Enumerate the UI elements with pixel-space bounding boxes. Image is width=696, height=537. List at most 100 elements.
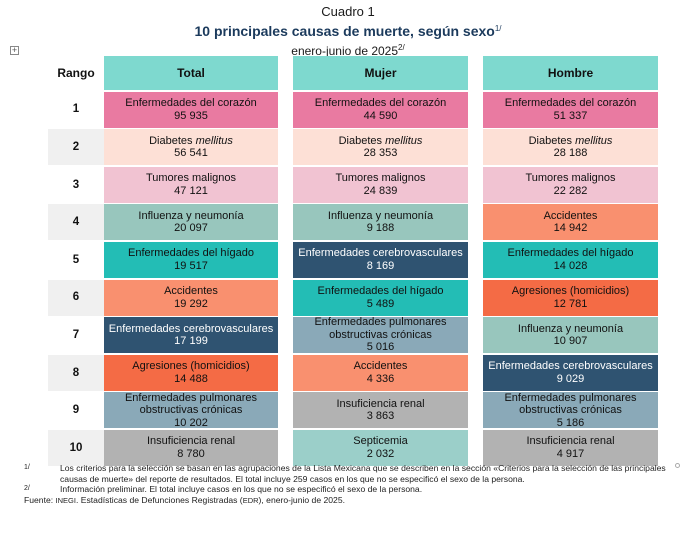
rank-cell: 8	[48, 354, 104, 391]
cause-value: 47 121	[174, 184, 208, 197]
hombre-header: Hombre	[483, 56, 658, 90]
hombre-cause-cell: Accidentes 14 942	[483, 204, 658, 241]
hombre-cause-cell: Insuficiencia renal 4 917	[483, 429, 658, 466]
cause-value: 19 517	[174, 259, 208, 272]
cause-value: 10 202	[174, 416, 208, 429]
hombre-cause-cell: Agresiones (homicidios) 12 781	[483, 279, 658, 316]
hombre-cause-cell: Enfermedades del hígado 14 028	[483, 241, 658, 278]
circle-marker-icon	[675, 463, 680, 468]
cause-name: Enfermedades del corazón	[314, 97, 447, 110]
rank-cell: 10	[48, 429, 104, 466]
mujer-cause-cell: Accidentes 4 336	[293, 354, 468, 391]
cause-name: Agresiones (homicidios)	[511, 285, 630, 298]
cause-value: 8 780	[177, 447, 205, 460]
cause-value: 14 942	[553, 222, 588, 235]
cause-name: Insuficiencia renal	[336, 397, 425, 410]
cause-name: Diabetes mellitus	[149, 134, 233, 147]
table-label: Cuadro 1	[321, 4, 375, 19]
cause-name: Influenza y neumonía	[327, 209, 434, 222]
cause-name: Enfermedades cerebrovasculares	[298, 247, 463, 260]
hombre-cause-cell: Enfermedades pulmonares obstructivas cró…	[483, 391, 658, 429]
cause-name: Accidentes	[543, 209, 598, 222]
rank-cell: 1	[48, 91, 104, 128]
cause-value: 5 016	[366, 341, 395, 354]
rank-cell: 9	[48, 392, 104, 429]
rank-column: Rango 1 2 3 4 5 6 7 8 9 10	[48, 56, 104, 466]
mujer-cause-cell: Diabetes mellitus 28 353	[293, 129, 468, 166]
mujer-cause-cell: Septicemia 2 032	[293, 429, 468, 466]
cause-name: Enfermedades del corazón	[504, 97, 637, 110]
cause-name: Enfermedades del hígado	[317, 285, 444, 298]
cause-name: Tumores malignos	[525, 172, 616, 185]
table-title-note-ref: 1/	[494, 24, 502, 33]
cause-name: Insuficiencia renal	[526, 435, 615, 448]
mujer-cause-cell: Influenza y neumonía 9 188	[293, 204, 468, 241]
total-cause-cell: Insuficiencia renal 8 780	[104, 429, 278, 466]
hombre-column: Hombre Enfermedades del corazón 51 337 Dia…	[483, 56, 658, 466]
cause-name: Enfermedades cerebrovasculares	[108, 322, 274, 335]
cause-value: 9 188	[366, 222, 395, 235]
cause-name: Enfermedades del hígado	[128, 247, 254, 260]
mujer-header: Mujer	[293, 56, 468, 90]
footnote-1: 1/ Los criterios para la selección se ba…	[24, 463, 676, 484]
table-subtitle-text: enero-junio de 2025	[291, 44, 399, 58]
cause-value: 2 032	[366, 447, 395, 460]
footnote-1-mark: 1/	[24, 464, 30, 471]
table-subtitle: enero-junio de 20252/	[0, 40, 696, 59]
hombre-cause-cell: Influenza y neumonía 10 907	[483, 317, 658, 354]
cause-value: 17 199	[174, 335, 208, 348]
source-line: Fuente: INEGI. Estadísticas de Defuncion…	[24, 495, 676, 507]
cause-value: 5 489	[366, 297, 395, 310]
cause-value: 56 541	[174, 147, 208, 160]
rank-header: Rango	[48, 56, 104, 90]
table-title: 10 principales causas de muerte, según s…	[0, 20, 696, 40]
total-header: Total	[104, 56, 278, 90]
cause-value: 24 839	[363, 184, 398, 197]
cause-value: 8 169	[366, 259, 395, 272]
cause-value: 20 097	[174, 222, 208, 235]
footnote-2-text: Información preliminar. El total incluye…	[60, 484, 423, 495]
cause-name: Enfermedades pulmonares obstructivas cró…	[314, 316, 447, 341]
total-cause-cell: Enfermedades cerebrovasculares 17 199	[104, 317, 278, 354]
mujer-cause-cell: Enfermedades del hígado 5 489	[293, 279, 468, 316]
cause-name: Tumores malignos	[335, 172, 426, 185]
source-mid: . Estadísticas de Defunciones Registrada…	[75, 494, 243, 505]
source-end: ), enero-junio de 2025.	[258, 494, 346, 505]
cause-value: 12 781	[553, 297, 588, 310]
cause-value: 51 337	[553, 109, 588, 122]
total-cause-cell: Diabetes mellitus 56 541	[104, 129, 278, 166]
rank-cell: 4	[48, 204, 104, 241]
rank-cell: 5	[48, 241, 104, 278]
rank-cell: 7	[48, 317, 104, 354]
mujer-column: Mujer Enfermedades del corazón 44 590 Diab…	[293, 56, 468, 466]
rank-cell: 2	[48, 129, 104, 166]
cause-value: 5 186	[556, 416, 585, 429]
cause-name: Enfermedades del hígado	[507, 247, 634, 260]
cause-name: Enfermedades pulmonares obstructivas cró…	[504, 391, 637, 417]
total-cause-cell: Enfermedades del hígado 19 517	[104, 241, 278, 278]
cause-name: Enfermedades cerebrovasculares	[488, 360, 653, 373]
cause-value: 10 907	[553, 335, 588, 348]
mujer-cause-cell: Tumores malignos 24 839	[293, 166, 468, 203]
source-org: INEGI	[55, 495, 76, 505]
cause-name: Septicemia	[353, 435, 408, 448]
cause-name: Tumores malignos	[145, 172, 237, 185]
footnote-2-mark: 2/	[24, 485, 30, 493]
total-cause-cell: Tumores malignos 47 121	[104, 166, 278, 203]
cause-value: 95 935	[174, 109, 208, 122]
cause-name: Influenza y neumonía	[138, 209, 244, 222]
mujer-cause-cell: Enfermedades cerebrovasculares 8 169	[293, 241, 468, 278]
hombre-cause-cell: Diabetes mellitus 28 188	[483, 129, 658, 166]
table-title-text: 10 principales causas de muerte, según s…	[194, 23, 495, 39]
mujer-cause-cell: Insuficiencia renal 3 863	[293, 392, 468, 429]
cause-value: 4 336	[366, 372, 395, 385]
cause-value: 19 292	[174, 297, 208, 310]
total-cause-cell: Accidentes 19 292	[104, 279, 278, 316]
total-cause-cell: Influenza y neumonía 20 097	[104, 204, 278, 241]
expand-plus-icon[interactable]: +	[10, 45, 19, 55]
cause-value: 9 029	[556, 372, 585, 385]
mujer-cause-cell: Enfermedades pulmonares obstructivas cró…	[293, 316, 468, 354]
cause-name: Accidentes	[164, 285, 218, 298]
rank-cell: 6	[48, 279, 104, 316]
table-title-block: Cuadro 1 10 principales causas de muerte…	[0, 4, 696, 59]
